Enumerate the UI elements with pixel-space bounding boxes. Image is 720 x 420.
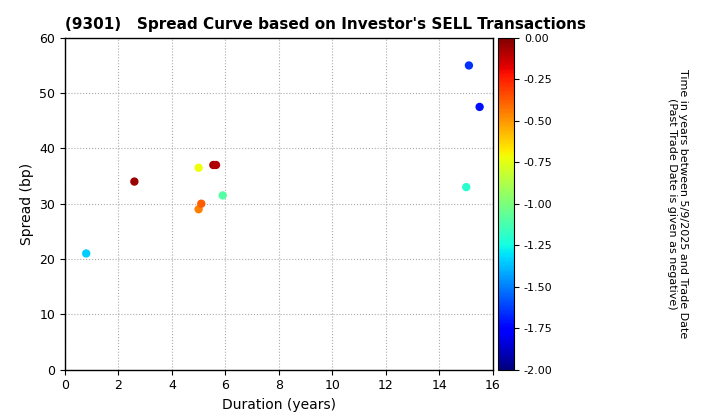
Point [463, 62, 474, 69]
Y-axis label: Spread (bp): Spread (bp) [19, 163, 34, 245]
X-axis label: Duration (years): Duration (years) [222, 398, 336, 412]
Point [461, 184, 472, 190]
Point [129, 178, 140, 185]
Point [474, 104, 485, 110]
Point [81, 250, 92, 257]
Point [193, 206, 204, 213]
Point [207, 162, 219, 168]
Point [193, 164, 204, 171]
Point [196, 200, 207, 207]
Point [217, 192, 228, 199]
Point [210, 162, 222, 168]
Text: (9301)   Spread Curve based on Investor's SELL Transactions: (9301) Spread Curve based on Investor's … [65, 18, 586, 32]
Y-axis label: Time in years between 5/9/2025 and Trade Date
(Past Trade Date is given as negat: Time in years between 5/9/2025 and Trade… [667, 69, 688, 339]
